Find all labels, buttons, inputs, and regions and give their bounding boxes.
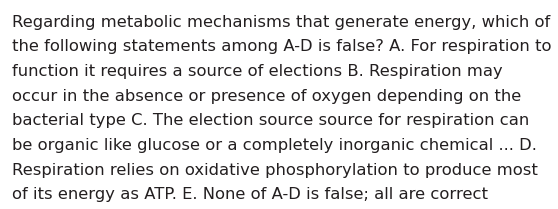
- Text: function it requires a source of elections B. Respiration may: function it requires a source of electio…: [12, 64, 503, 79]
- Text: the following statements among A-D is false? A. For respiration to: the following statements among A-D is fa…: [12, 39, 552, 54]
- Text: bacterial type C. The election source source for respiration can: bacterial type C. The election source so…: [12, 113, 530, 128]
- Text: occur in the absence or presence of oxygen depending on the: occur in the absence or presence of oxyg…: [12, 89, 522, 104]
- Text: be organic like glucose or a completely inorganic chemical ... D.: be organic like glucose or a completely …: [12, 138, 537, 153]
- Text: Respiration relies on oxidative phosphorylation to produce most: Respiration relies on oxidative phosphor…: [12, 163, 538, 178]
- Text: Regarding metabolic mechanisms that generate energy, which of: Regarding metabolic mechanisms that gene…: [12, 15, 551, 30]
- Text: of its energy as ATP. E. None of A-D is false; all are correct: of its energy as ATP. E. None of A-D is …: [12, 187, 488, 202]
